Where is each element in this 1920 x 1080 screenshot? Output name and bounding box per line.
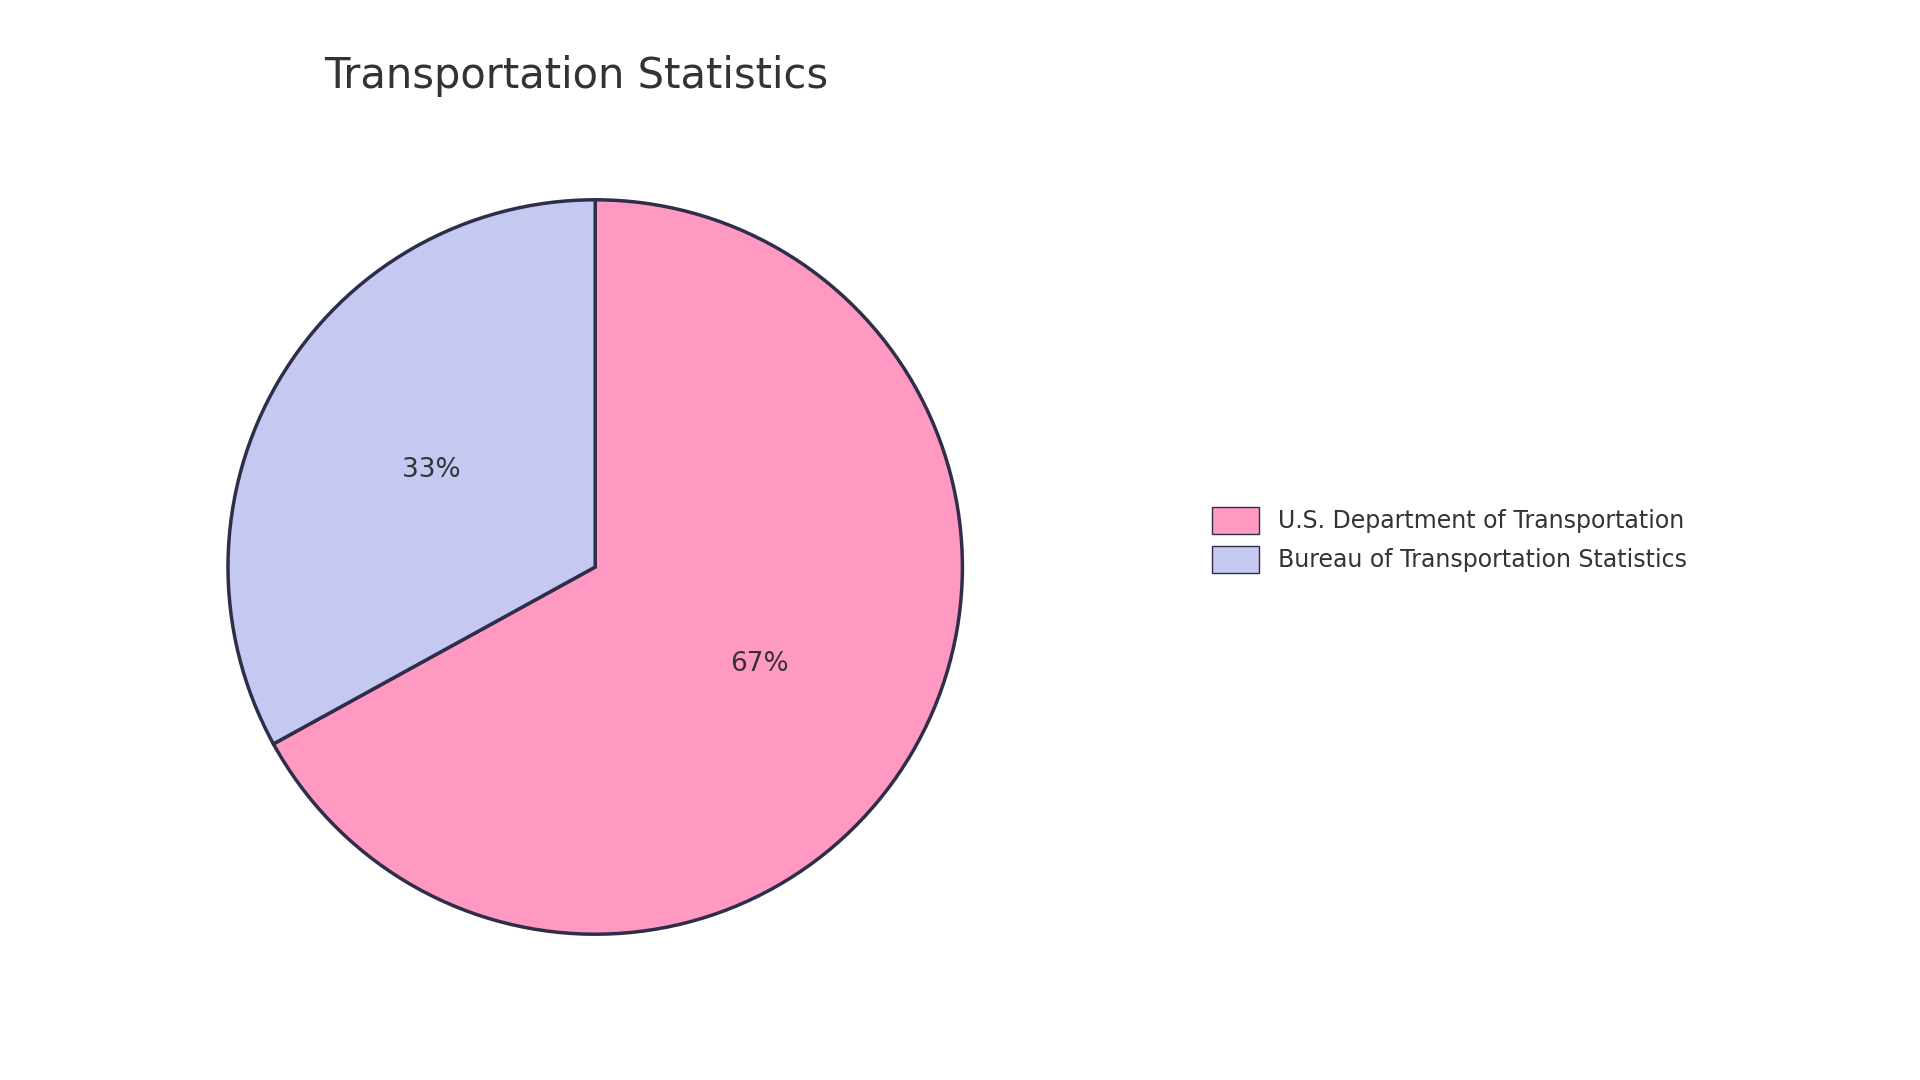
Text: 33%: 33% bbox=[401, 457, 461, 483]
Wedge shape bbox=[273, 200, 962, 934]
Legend: U.S. Department of Transportation, Bureau of Transportation Statistics: U.S. Department of Transportation, Burea… bbox=[1202, 498, 1695, 582]
Text: 67%: 67% bbox=[730, 651, 789, 677]
Wedge shape bbox=[228, 200, 595, 744]
Text: Transportation Statistics: Transportation Statistics bbox=[324, 55, 828, 96]
